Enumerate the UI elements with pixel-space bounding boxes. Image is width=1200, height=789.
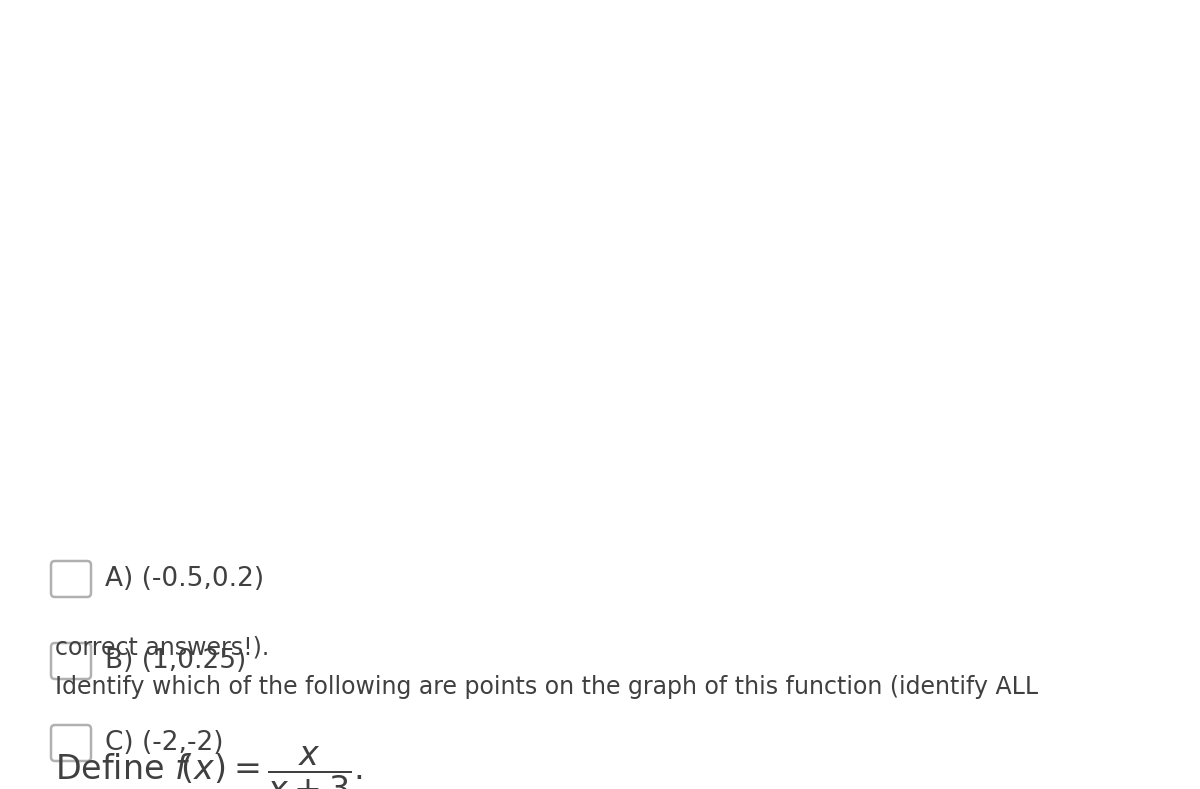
Text: Define $f\!\left(x\right) = \dfrac{x}{x+3}$.: Define $f\!\left(x\right) = \dfrac{x}{x+… <box>55 745 362 789</box>
Text: Identify which of the following are points on the graph of this function (identi: Identify which of the following are poin… <box>55 675 1038 699</box>
Text: A) (-0.5,0.2): A) (-0.5,0.2) <box>106 566 264 592</box>
FancyBboxPatch shape <box>50 643 91 679</box>
Text: B) (1,0.25): B) (1,0.25) <box>106 648 246 674</box>
FancyBboxPatch shape <box>50 725 91 761</box>
Text: C) (-2,-2): C) (-2,-2) <box>106 730 223 756</box>
Text: correct answers!).: correct answers!). <box>55 635 269 659</box>
FancyBboxPatch shape <box>50 561 91 597</box>
